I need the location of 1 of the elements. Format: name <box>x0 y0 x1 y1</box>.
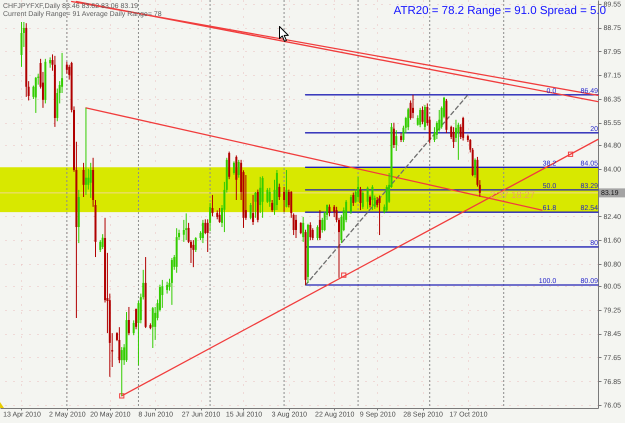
annotation: ATR20 = 78.2 Range = 91.0 Spread = 5.0 <box>394 5 606 17</box>
